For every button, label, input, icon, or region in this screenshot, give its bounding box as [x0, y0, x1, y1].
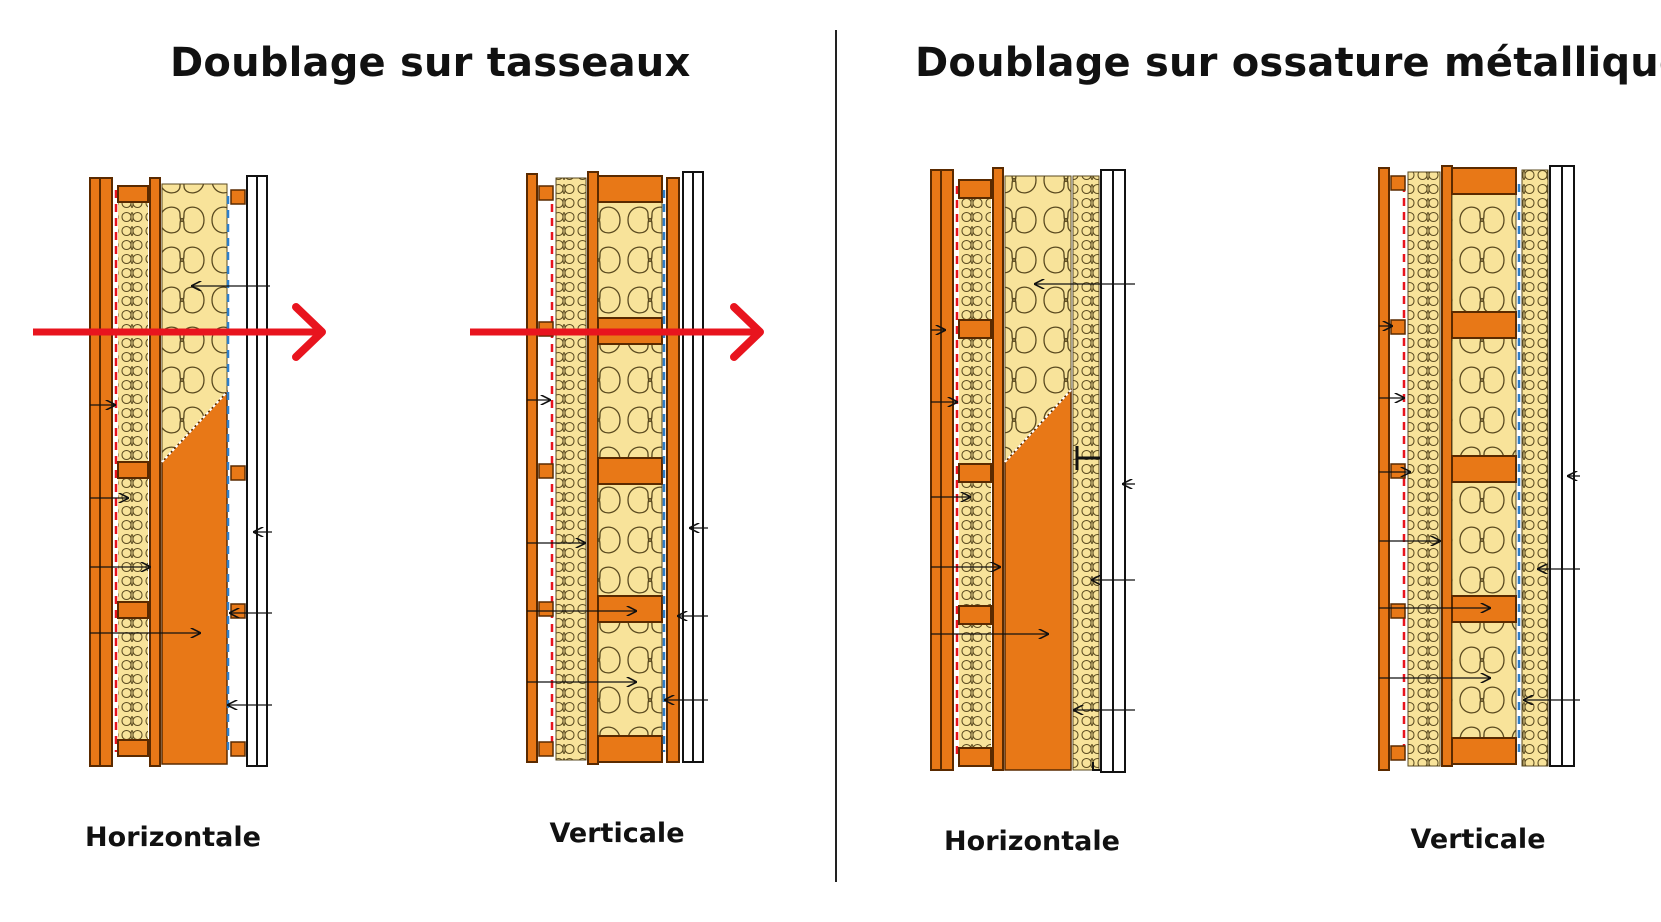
section-divider	[835, 30, 837, 882]
label-tasseaux-verticale: Verticale	[549, 818, 685, 849]
diagram-ossature-horizontal	[930, 167, 1135, 773]
label-ossature-horizontale: Horizontale	[944, 826, 1120, 857]
title-doublage-ossature-metallique: Doublage sur ossature métallique	[915, 40, 1661, 86]
label-ossature-verticale: Verticale	[1410, 824, 1546, 855]
diagram-tasseaux-horizontal	[33, 175, 326, 767]
diagram-ossature-vertical	[1378, 165, 1580, 771]
title-doublage-tasseaux: Doublage sur tasseaux	[170, 40, 691, 86]
label-tasseaux-horizontale: Horizontale	[85, 822, 261, 853]
diagram-tasseaux-vertical	[470, 171, 764, 765]
